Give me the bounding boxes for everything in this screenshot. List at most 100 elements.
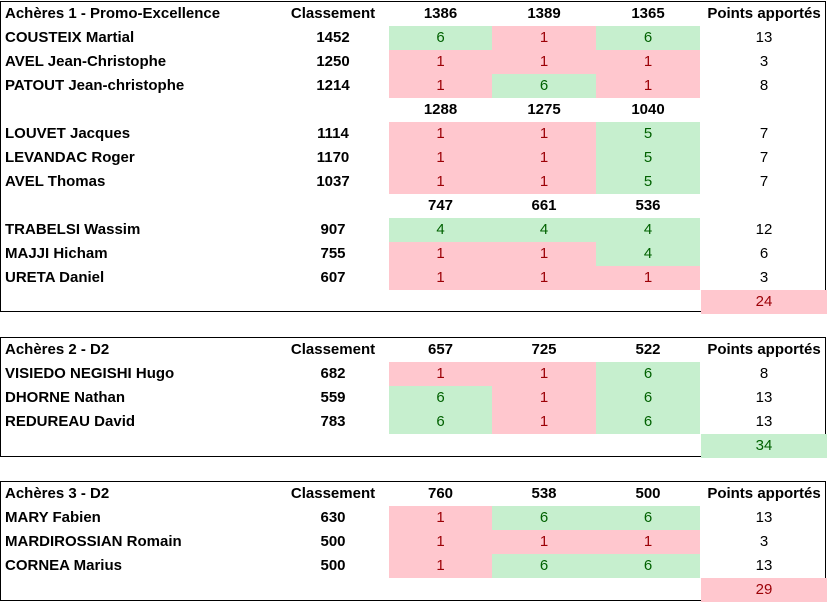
opponent-rating: 1275 <box>527 101 561 118</box>
result-cell: 6 <box>389 26 492 50</box>
team-block-3: Achères 3 - D2 Classement 760 538 500 Po… <box>0 481 827 602</box>
team-total: 29 <box>701 578 827 602</box>
opponent-rating: 1288 <box>423 101 458 118</box>
team-total: 34 <box>701 434 827 458</box>
opponent-rating: 1040 <box>631 101 665 118</box>
player-name: PATOUT Jean-christophe <box>5 77 185 94</box>
result-cell: 1 <box>596 530 700 554</box>
player-row: CORNEA Marius 500 1 6 6 13 <box>1 554 827 578</box>
player-name: CORNEA Marius <box>5 557 122 574</box>
result-cell: 6 <box>596 554 700 578</box>
opponent-rating: 500 <box>635 485 661 502</box>
result-cell: 6 <box>389 410 492 434</box>
result-cell: 1 <box>596 50 700 74</box>
opponent-rating: 538 <box>531 485 557 502</box>
player-rank: 1170 <box>316 149 350 166</box>
result-cell: 1 <box>492 410 596 434</box>
opponent-rating: 522 <box>635 341 661 358</box>
points-cell: 7 <box>759 149 769 166</box>
points-cell: 13 <box>755 29 773 46</box>
player-row: URETA Daniel 607 1 1 1 3 <box>1 266 827 290</box>
result-cell: 6 <box>596 362 700 386</box>
result-cell: 1 <box>389 50 492 74</box>
result-cell: 1 <box>492 26 596 50</box>
opponent-row: 747 661 536 <box>1 194 827 218</box>
result-cell: 5 <box>596 122 700 146</box>
result-cell: 1 <box>492 50 596 74</box>
player-name: URETA Daniel <box>5 269 105 286</box>
result-cell: 1 <box>389 74 492 98</box>
opponent-rating: 661 <box>531 197 557 214</box>
player-row: MARY Fabien 630 1 6 6 13 <box>1 506 827 530</box>
rank-header: Classement <box>290 341 376 358</box>
player-rank: 1250 <box>316 53 350 70</box>
result-cell: 1 <box>389 242 492 266</box>
points-cell: 13 <box>755 557 773 574</box>
result-cell: 1 <box>389 122 492 146</box>
result-cell: 1 <box>492 170 596 194</box>
result-cell: 1 <box>389 266 492 290</box>
result-cell: 1 <box>389 146 492 170</box>
result-cell: 4 <box>492 218 596 242</box>
result-cell: 4 <box>596 218 700 242</box>
result-cell: 1 <box>596 266 700 290</box>
player-name: AVEL Thomas <box>5 173 106 190</box>
player-name: COUSTEIX Martial <box>5 29 135 46</box>
points-cell: 13 <box>755 413 773 430</box>
player-name: REDUREAU David <box>5 413 136 430</box>
player-name: MARDIROSSIAN Romain <box>5 533 182 550</box>
total-row: 24 <box>1 290 827 314</box>
result-cell: 1 <box>492 530 596 554</box>
rank-header: Classement <box>290 485 376 502</box>
player-rank: 755 <box>320 245 346 262</box>
result-cell: 1 <box>492 362 596 386</box>
player-name: TRABELSI Wassim <box>5 221 141 238</box>
header-row: Achères 2 - D2 Classement 657 725 522 Po… <box>1 338 827 362</box>
result-cell: 6 <box>389 386 492 410</box>
result-cell: 6 <box>492 74 596 98</box>
player-name: LEVANDAC Roger <box>5 149 135 166</box>
player-rank: 1114 <box>317 125 349 142</box>
result-cell: 4 <box>596 242 700 266</box>
header-row: Achères 3 - D2 Classement 760 538 500 Po… <box>1 482 827 506</box>
result-cell: 1 <box>389 506 492 530</box>
result-cell: 5 <box>596 146 700 170</box>
result-cell: 1 <box>492 146 596 170</box>
result-cell: 6 <box>492 554 596 578</box>
opponent-rating: 1389 <box>527 5 561 22</box>
rank-header: Classement <box>290 5 376 22</box>
points-cell: 8 <box>759 365 769 382</box>
player-rank: 783 <box>320 413 346 430</box>
result-cell: 1 <box>389 554 492 578</box>
points-cell: 7 <box>759 173 769 190</box>
result-cell: 1 <box>596 74 700 98</box>
result-cell: 1 <box>492 122 596 146</box>
player-rank: 500 <box>320 557 346 574</box>
player-rank: 1037 <box>316 173 350 190</box>
result-cell: 1 <box>492 266 596 290</box>
player-row: MAJJI Hicham 755 1 1 4 6 <box>1 242 827 266</box>
player-row: AVEL Thomas 1037 1 1 5 7 <box>1 170 827 194</box>
result-cell: 6 <box>596 410 700 434</box>
result-cell: 6 <box>492 506 596 530</box>
opponent-rating: 657 <box>427 341 454 358</box>
player-row: COUSTEIX Martial 1452 6 1 6 13 <box>1 26 827 50</box>
result-cell: 4 <box>389 218 492 242</box>
opponent-rating: 760 <box>427 485 454 502</box>
team-block-2: Achères 2 - D2 Classement 657 725 522 Po… <box>0 337 827 458</box>
player-row: PATOUT Jean-christophe 1214 1 6 1 8 <box>1 74 827 98</box>
team-block-1: Achères 1 - Promo-Excellence Classement … <box>0 1 827 314</box>
player-name: VISIEDO NEGISHI Hugo <box>5 365 175 382</box>
points-cell: 3 <box>759 53 769 70</box>
result-cell: 1 <box>492 242 596 266</box>
points-cell: 12 <box>755 221 773 238</box>
player-name: DHORNE Nathan <box>5 389 126 406</box>
header-row: Achères 1 - Promo-Excellence Classement … <box>1 2 827 26</box>
player-row: TRABELSI Wassim 907 4 4 4 12 <box>1 218 827 242</box>
player-rank: 559 <box>320 389 346 406</box>
points-cell: 6 <box>759 245 769 262</box>
player-row: DHORNE Nathan 559 6 1 6 13 <box>1 386 827 410</box>
player-row: LOUVET Jacques 1114 1 1 5 7 <box>1 122 827 146</box>
result-cell: 1 <box>389 362 492 386</box>
result-cell: 1 <box>389 530 492 554</box>
